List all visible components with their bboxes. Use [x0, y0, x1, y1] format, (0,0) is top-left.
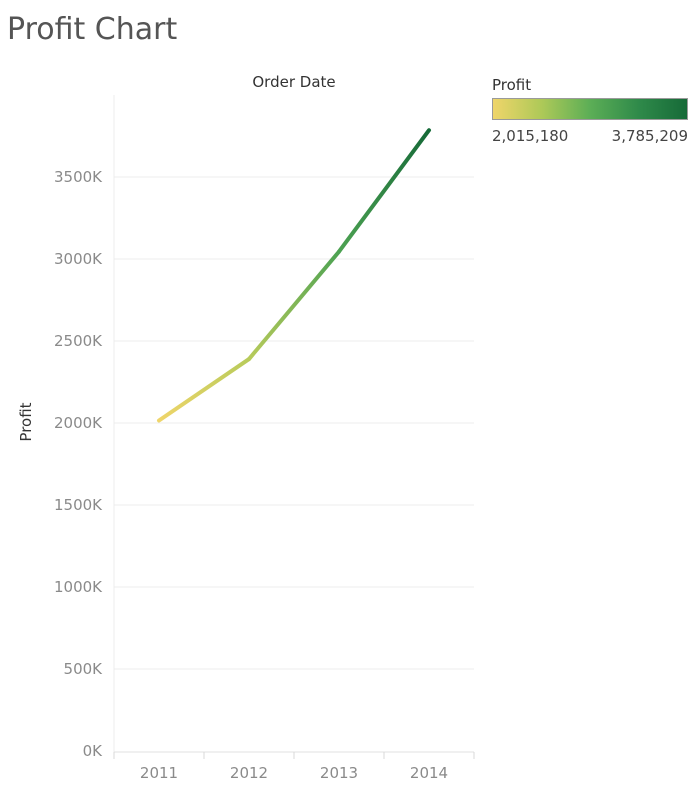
- y-tick-label: 1000K: [54, 578, 103, 596]
- y-tick-label: 0K: [83, 742, 104, 760]
- x-tick-label: 2013: [320, 764, 358, 782]
- gridlines: [114, 176, 474, 670]
- y-axis-ticks: 0K 500K 1000K 1500K 2000K 2500K 3000K 3500K: [54, 168, 103, 760]
- x-tick-label: 2012: [230, 764, 268, 782]
- y-tick-label: 2000K: [54, 414, 103, 432]
- column-header: Order Date: [252, 73, 335, 91]
- legend-gradient-bar: [492, 98, 688, 120]
- line-segment: [247, 249, 341, 362]
- x-tick-label: 2011: [140, 764, 178, 782]
- legend-range-labels: 2,015,180 3,785,209: [492, 127, 688, 145]
- chart-title: Profit Chart: [7, 12, 178, 47]
- y-tick-label: 2500K: [54, 332, 103, 350]
- x-tick-label: 2014: [410, 764, 448, 782]
- y-tick-label: 3500K: [54, 168, 103, 186]
- y-tick-label: 500K: [64, 660, 104, 678]
- legend-min-label: 2,015,180: [492, 127, 569, 145]
- x-axis-ticks: 2011 2012 2013 2014: [140, 764, 448, 782]
- color-legend: Profit 2,015,180 3,785,209: [492, 76, 692, 145]
- y-tick-label: 3000K: [54, 250, 103, 268]
- line-segment: [337, 128, 431, 254]
- y-tick-label: 1500K: [54, 496, 103, 514]
- legend-max-label: 3,785,209: [611, 127, 688, 145]
- legend-title: Profit: [492, 76, 532, 94]
- axis-lines: [113, 95, 475, 759]
- y-axis-title: Profit: [17, 402, 35, 441]
- series-line: [157, 128, 431, 423]
- line-segment: [157, 357, 251, 423]
